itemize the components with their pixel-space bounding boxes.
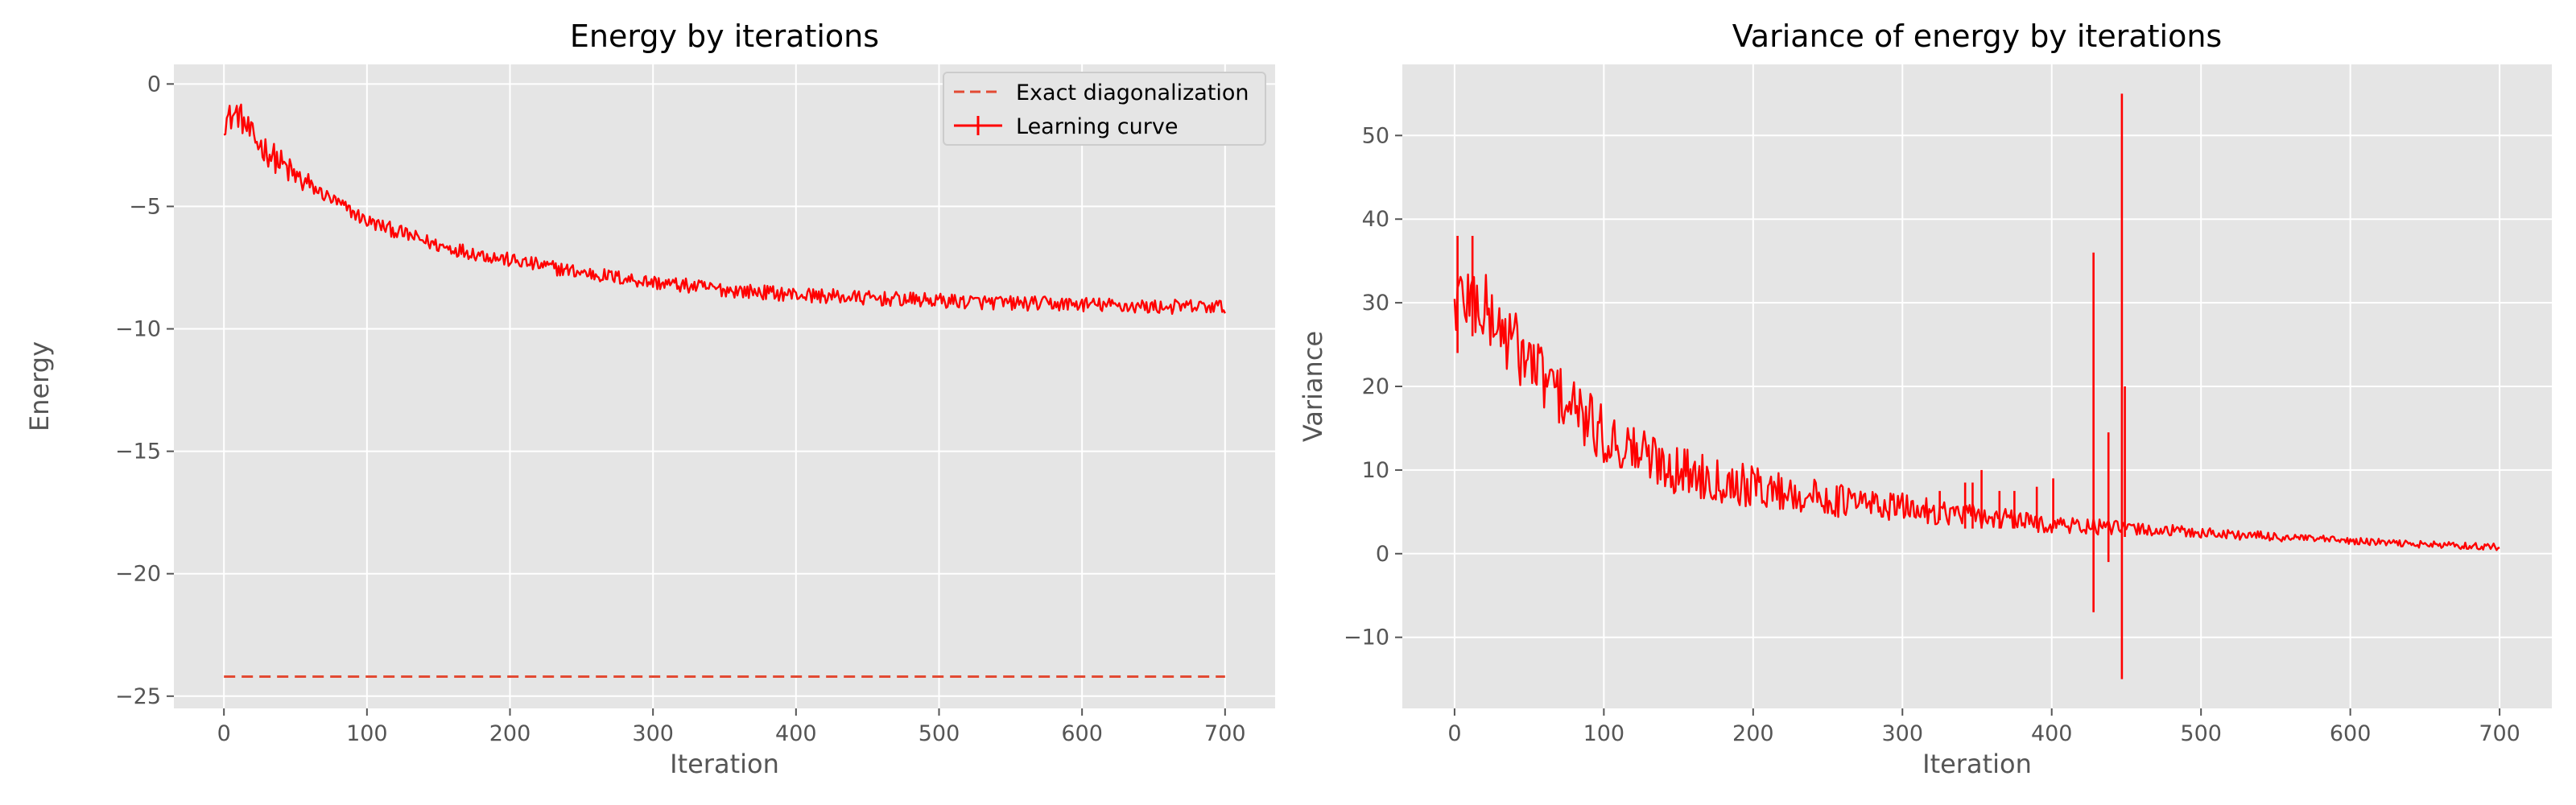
energy-x-tick-label: 0 — [217, 721, 231, 746]
variance-y-tick-label: 20 — [1362, 374, 1389, 399]
energy-x-tick-label: 500 — [919, 721, 960, 746]
legend-learning-label: Learning curve — [1016, 114, 1178, 139]
legend-box — [943, 72, 1266, 146]
energy-plot-area — [174, 64, 1275, 708]
series-learning-curve — [223, 103, 1226, 316]
variance-x-tick-label: 500 — [2180, 721, 2222, 746]
energy-y-tick-label: −20 — [115, 562, 161, 587]
variance-y-tick-label: 0 — [1376, 542, 1389, 567]
energy-chart: 0 100 200 300 400 500 600 700 0 −5 −10 −15 −20 −25 En… — [24, 19, 1275, 779]
energy-x-axis-label: Iteration — [670, 749, 779, 779]
energy-y-tick-label: 0 — [147, 72, 161, 97]
energy-x-tick-label: 600 — [1061, 721, 1103, 746]
variance-x-tick-label: 300 — [1881, 721, 1923, 746]
energy-ticks: 0 100 200 300 400 500 600 700 0 −5 −10 −15 −20 −25 — [115, 72, 1246, 746]
variance-x-tick-label: 0 — [1447, 721, 1461, 746]
energy-chart-title: Energy by iterations — [570, 19, 879, 54]
variance-chart-title: Variance of energy by iterations — [1732, 19, 2222, 54]
energy-x-tick-label: 300 — [632, 721, 674, 746]
variance-chart: 0 100 200 300 400 500 600 700 −10 0 10 20 30 40 50 Var… — [1298, 19, 2552, 779]
variance-x-tick-label: 700 — [2479, 721, 2520, 746]
series-variance — [1453, 273, 2500, 551]
variance-y-tick-label: 50 — [1362, 123, 1389, 148]
energy-y-tick-label: −10 — [115, 317, 161, 342]
variance-x-tick-label: 400 — [2031, 721, 2073, 746]
variance-y-tick-label: 30 — [1362, 291, 1389, 316]
energy-y-axis-label: Energy — [24, 341, 55, 431]
variance-x-tick-label: 200 — [1732, 721, 1774, 746]
variance-grid — [1402, 64, 2552, 708]
energy-grid — [174, 64, 1275, 708]
energy-x-tick-label: 700 — [1204, 721, 1246, 746]
energy-series-layer — [223, 103, 1226, 678]
variance-y-tick-label: 40 — [1362, 207, 1389, 232]
variance-y-tick-label: 10 — [1362, 458, 1389, 483]
variance-x-axis-label: Iteration — [1922, 749, 2032, 779]
energy-y-tick-label: −15 — [115, 440, 161, 464]
variance-x-tick-label: 100 — [1583, 721, 1625, 746]
legend-exact-label: Exact diagonalization — [1016, 80, 1249, 105]
energy-y-tick-label: −5 — [129, 194, 161, 219]
energy-legend: Exact diagonalization Learning curve — [943, 72, 1266, 146]
energy-y-tick-label: −25 — [115, 684, 161, 709]
variance-ticks: 0 100 200 300 400 500 600 700 −10 0 10 20 30 40 50 — [1344, 123, 2520, 746]
variance-y-tick-label: −10 — [1344, 625, 1389, 650]
energy-x-tick-label: 400 — [775, 721, 817, 746]
energy-x-tick-label: 200 — [489, 721, 531, 746]
variance-x-tick-label: 600 — [2330, 721, 2372, 746]
variance-y-axis-label: Variance — [1298, 331, 1328, 442]
energy-x-tick-label: 100 — [346, 721, 388, 746]
variance-series-layer — [1453, 93, 2500, 679]
